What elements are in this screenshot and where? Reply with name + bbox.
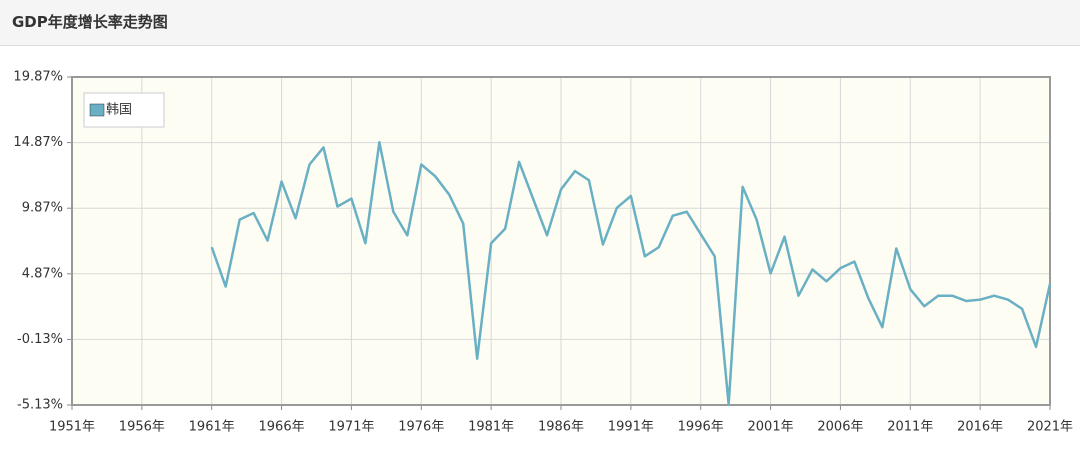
x-tick-label: 1996年 bbox=[678, 420, 724, 435]
x-tick-label: 1956年 bbox=[119, 420, 165, 435]
data-line bbox=[210, 140, 1052, 406]
legend: 韩国 bbox=[83, 92, 165, 128]
x-tick-label: 2011年 bbox=[887, 420, 933, 435]
x-tick-label: 1976年 bbox=[398, 420, 444, 435]
x-tick-label: 2021年 bbox=[1027, 420, 1073, 435]
x-tick-label: 1971年 bbox=[328, 420, 374, 435]
x-tick-label: 1981年 bbox=[468, 420, 514, 435]
y-tick-label: -5.13% bbox=[17, 398, 63, 413]
plot-border bbox=[71, 76, 1051, 406]
x-tick-label: 1966年 bbox=[259, 420, 305, 435]
chart-title: GDP年度增长率走势图 bbox=[12, 13, 168, 31]
y-tick-label: 14.87% bbox=[13, 135, 63, 150]
x-tick-label: 1986年 bbox=[538, 420, 584, 435]
y-tick-label: 19.87% bbox=[13, 70, 63, 85]
x-tick-label: 1951年 bbox=[49, 420, 95, 435]
legend-swatch bbox=[89, 103, 105, 117]
x-tick-label: 2001年 bbox=[748, 420, 794, 435]
x-tick-label: 2006年 bbox=[817, 420, 863, 435]
x-tick-label: 1961年 bbox=[189, 420, 235, 435]
x-tick-label: 1991年 bbox=[608, 420, 654, 435]
y-tick-label: -0.13% bbox=[17, 332, 63, 347]
y-tick-label: 9.87% bbox=[22, 201, 63, 216]
header: GDP年度增长率走势图 bbox=[0, 0, 1080, 46]
x-tick-label: 2016年 bbox=[957, 420, 1003, 435]
y-tick-label: 4.87% bbox=[22, 266, 63, 281]
legend-label: 韩国 bbox=[106, 103, 132, 118]
